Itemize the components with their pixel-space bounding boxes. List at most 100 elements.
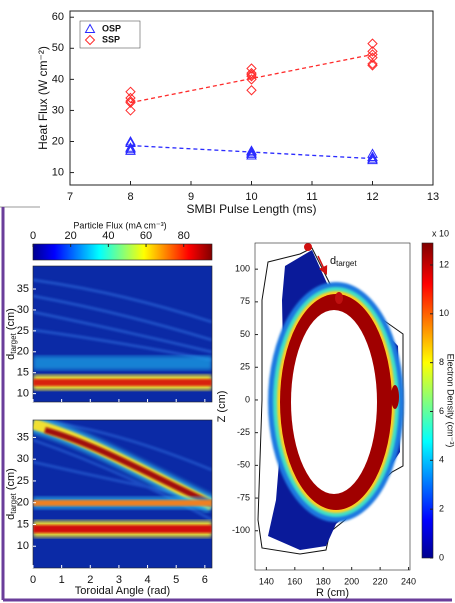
marker bbox=[125, 92, 136, 104]
colorbar-tick-label: 20 bbox=[65, 230, 77, 242]
density-image bbox=[257, 243, 404, 555]
marker bbox=[246, 149, 257, 160]
x-tick-label: 4 bbox=[144, 574, 150, 586]
y-tick-label: 10 bbox=[17, 540, 29, 552]
y-tick-label: 10 bbox=[52, 166, 64, 178]
marker bbox=[367, 148, 378, 158]
colorbar-multiplier: x 10 bbox=[432, 228, 449, 238]
y-tick-label: 30 bbox=[17, 304, 29, 316]
colorbar-tick-label: 12 bbox=[439, 259, 449, 269]
y-tick-label: 30 bbox=[17, 453, 29, 465]
marker bbox=[246, 148, 257, 158]
x-tick-label: 11 bbox=[306, 191, 317, 203]
x-tick-label: 8 bbox=[127, 191, 133, 203]
y-axis-label: Heat Flux (W cm⁻²) bbox=[36, 46, 50, 150]
trend-line bbox=[130, 144, 373, 160]
marker bbox=[246, 146, 257, 157]
x-tick-label: 7 bbox=[67, 191, 73, 203]
y-tick-label: -75 bbox=[237, 492, 250, 502]
x-tick-label: 6 bbox=[202, 574, 208, 586]
marker bbox=[125, 145, 136, 155]
legend-marker bbox=[84, 34, 96, 46]
y-tick-label: 25 bbox=[17, 325, 29, 337]
x-tick-label: 240 bbox=[401, 576, 416, 586]
marker bbox=[125, 97, 136, 108]
x-tick-label: 5 bbox=[173, 574, 179, 586]
y-axis-label: Z (cm) bbox=[216, 391, 228, 423]
colorbar-tick-label: 10 bbox=[439, 308, 449, 318]
x-axis-label: Toroidal Angle (rad) bbox=[75, 585, 170, 597]
y-tick-label: 50 bbox=[240, 329, 250, 339]
x-tick-label: 140 bbox=[259, 576, 274, 586]
y-tick-label: 10 bbox=[17, 388, 29, 400]
annotation: dtarget bbox=[330, 255, 357, 268]
marker bbox=[125, 86, 136, 97]
label-unit: (cm) bbox=[5, 308, 17, 333]
y-tick-label: -25 bbox=[237, 427, 250, 437]
label-subscript: target bbox=[9, 492, 18, 513]
label-subscript: target bbox=[336, 259, 357, 268]
y-tick-label: 20 bbox=[52, 135, 64, 147]
heatmap-frame bbox=[32, 265, 213, 403]
y-tick-label: 35 bbox=[17, 283, 29, 295]
x-tick-label: 160 bbox=[287, 576, 302, 586]
y-tick-label: -100 bbox=[232, 525, 250, 535]
y-tick-label: 75 bbox=[240, 296, 250, 306]
marker bbox=[125, 143, 136, 154]
colorbar-tick-label: 40 bbox=[102, 230, 114, 242]
x-tick-label: 220 bbox=[373, 576, 388, 586]
marker bbox=[367, 38, 378, 49]
label-subscript: target bbox=[9, 332, 18, 353]
heatmap-image bbox=[33, 266, 212, 402]
x-tick-label: 200 bbox=[344, 576, 359, 586]
x-tick-label: 1 bbox=[59, 574, 65, 586]
y-tick-label: 20 bbox=[17, 497, 29, 509]
x-tick-label: 3 bbox=[116, 574, 122, 586]
legend-label: OSP bbox=[102, 23, 121, 33]
marker bbox=[246, 67, 257, 79]
label-unit: (cm) bbox=[5, 468, 17, 493]
trend-line bbox=[130, 53, 373, 104]
label-symbol: d bbox=[5, 514, 17, 520]
colorbar-tick-label: 8 bbox=[439, 357, 444, 367]
marker bbox=[246, 63, 257, 74]
x-axis-label: R (cm) bbox=[316, 587, 349, 599]
y-axis-label: dtarget (cm) bbox=[5, 308, 18, 360]
colorbar-tick-label: 4 bbox=[439, 455, 444, 465]
y-tick-label: 30 bbox=[52, 104, 64, 116]
marker bbox=[367, 60, 378, 71]
label-symbol: d bbox=[330, 255, 336, 267]
legend-label: SSP bbox=[102, 34, 120, 44]
marker bbox=[367, 52, 378, 63]
x-tick-label: 13 bbox=[427, 191, 439, 203]
y-tick-label: 60 bbox=[52, 11, 64, 23]
marker bbox=[246, 69, 257, 80]
colorbar-tick-label: 0 bbox=[30, 230, 36, 242]
colorbar-tick-label: 60 bbox=[140, 230, 152, 242]
heatmap-image bbox=[33, 420, 212, 568]
marker bbox=[125, 142, 136, 152]
y-tick-label: 25 bbox=[17, 475, 29, 487]
legend-marker bbox=[84, 23, 96, 33]
marker bbox=[367, 154, 378, 165]
y-tick-label: 25 bbox=[240, 362, 250, 372]
marker bbox=[246, 85, 257, 96]
x-tick-label: 180 bbox=[316, 576, 331, 586]
y-tick-label: 0 bbox=[245, 394, 250, 404]
marker bbox=[246, 71, 257, 82]
colorbar-tick-label: 80 bbox=[178, 230, 190, 242]
x-tick-label: 2 bbox=[87, 574, 93, 586]
colorbar-tick-label: 2 bbox=[439, 504, 444, 514]
label-symbol: d bbox=[5, 354, 17, 360]
colorbar-tick-label: 6 bbox=[439, 406, 444, 416]
marker bbox=[125, 105, 136, 116]
y-tick-label: 100 bbox=[235, 264, 250, 274]
x-axis-label: SMBI Pulse Length (ms) bbox=[186, 202, 316, 216]
marker bbox=[246, 74, 257, 85]
x-tick-label: 12 bbox=[366, 191, 378, 203]
marker bbox=[367, 58, 378, 70]
marker bbox=[367, 153, 378, 163]
x-tick-label: 0 bbox=[30, 574, 36, 586]
y-tick-label: 35 bbox=[17, 431, 29, 443]
y-tick-label: 15 bbox=[17, 367, 29, 379]
